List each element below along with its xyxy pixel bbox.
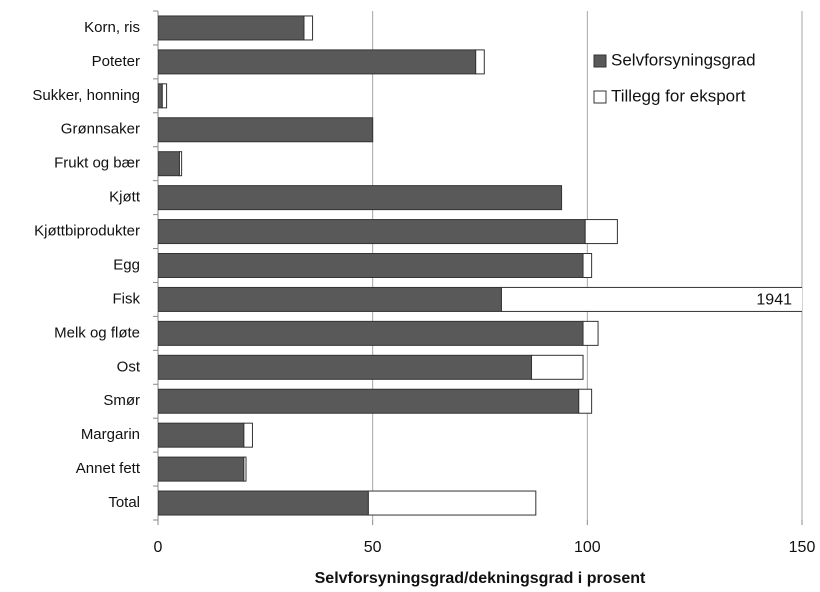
bar-segment — [158, 117, 374, 143]
bar-segment — [178, 151, 183, 177]
bar-segment — [158, 320, 584, 346]
bar-segment — [500, 286, 802, 312]
legend-swatch — [593, 54, 607, 68]
bar-segment — [158, 15, 305, 41]
bar-segment — [158, 422, 245, 448]
x-tick-label: 100 — [574, 539, 601, 556]
bar-segment — [367, 490, 537, 516]
bar-segment — [475, 49, 485, 75]
bars — [158, 15, 802, 516]
y-tick-label: Kjøtt — [109, 189, 141, 206]
bar-segment — [578, 388, 593, 414]
bar-segment — [158, 253, 584, 278]
bar-segment — [243, 456, 247, 482]
y-tick-label: Poteter — [92, 53, 140, 70]
y-tick-label: Korn, ris — [84, 19, 140, 36]
bar-segment — [158, 219, 586, 245]
x-tick-label: 50 — [364, 539, 382, 556]
y-tick-label: Melk og fløte — [54, 324, 140, 341]
x-tick-label: 150 — [789, 539, 816, 556]
bar-segment — [158, 83, 163, 109]
y-tick-label: Grønnsaker — [61, 121, 140, 138]
y-tick-label: Margarin — [81, 426, 140, 443]
bar-segment — [158, 354, 533, 380]
annotation: 1941 — [756, 292, 792, 309]
bar-segment — [531, 354, 584, 380]
y-tick-label: Kjøttbiprodukter — [34, 223, 140, 240]
bar-segment — [158, 286, 502, 312]
bar-segment — [303, 15, 314, 41]
y-tick-label: Fisk — [113, 290, 141, 307]
legend-swatch — [593, 90, 607, 104]
y-tick-label: Sukker, honning — [32, 87, 140, 104]
bar-segment — [158, 388, 580, 414]
y-tick-label: Annet fett — [76, 460, 141, 477]
bar-segment — [158, 151, 180, 177]
y-tick-label: Total — [108, 494, 140, 511]
bar-segment — [158, 49, 477, 75]
bar-segment — [158, 490, 369, 516]
bar-segment — [243, 422, 253, 448]
bar-segment — [582, 253, 593, 278]
bar-segment — [158, 456, 245, 482]
bar-segment — [161, 83, 168, 109]
bar-segment — [582, 320, 599, 346]
y-tick-label: Ost — [117, 358, 141, 375]
x-axis-title: Selvforsyningsgrad/dekningsgrad i prosen… — [315, 570, 646, 587]
legend-label: Selvforsyningsgrad — [611, 50, 756, 69]
bar-segment — [158, 185, 563, 211]
y-tick-label: Smør — [103, 392, 140, 409]
y-tick-label: Frukt og bær — [54, 155, 140, 172]
y-tick-label: Egg — [113, 256, 140, 273]
legend-label: Tillegg for eksport — [611, 86, 746, 105]
bar-segment — [584, 219, 618, 245]
x-tick-label: 0 — [154, 539, 163, 556]
